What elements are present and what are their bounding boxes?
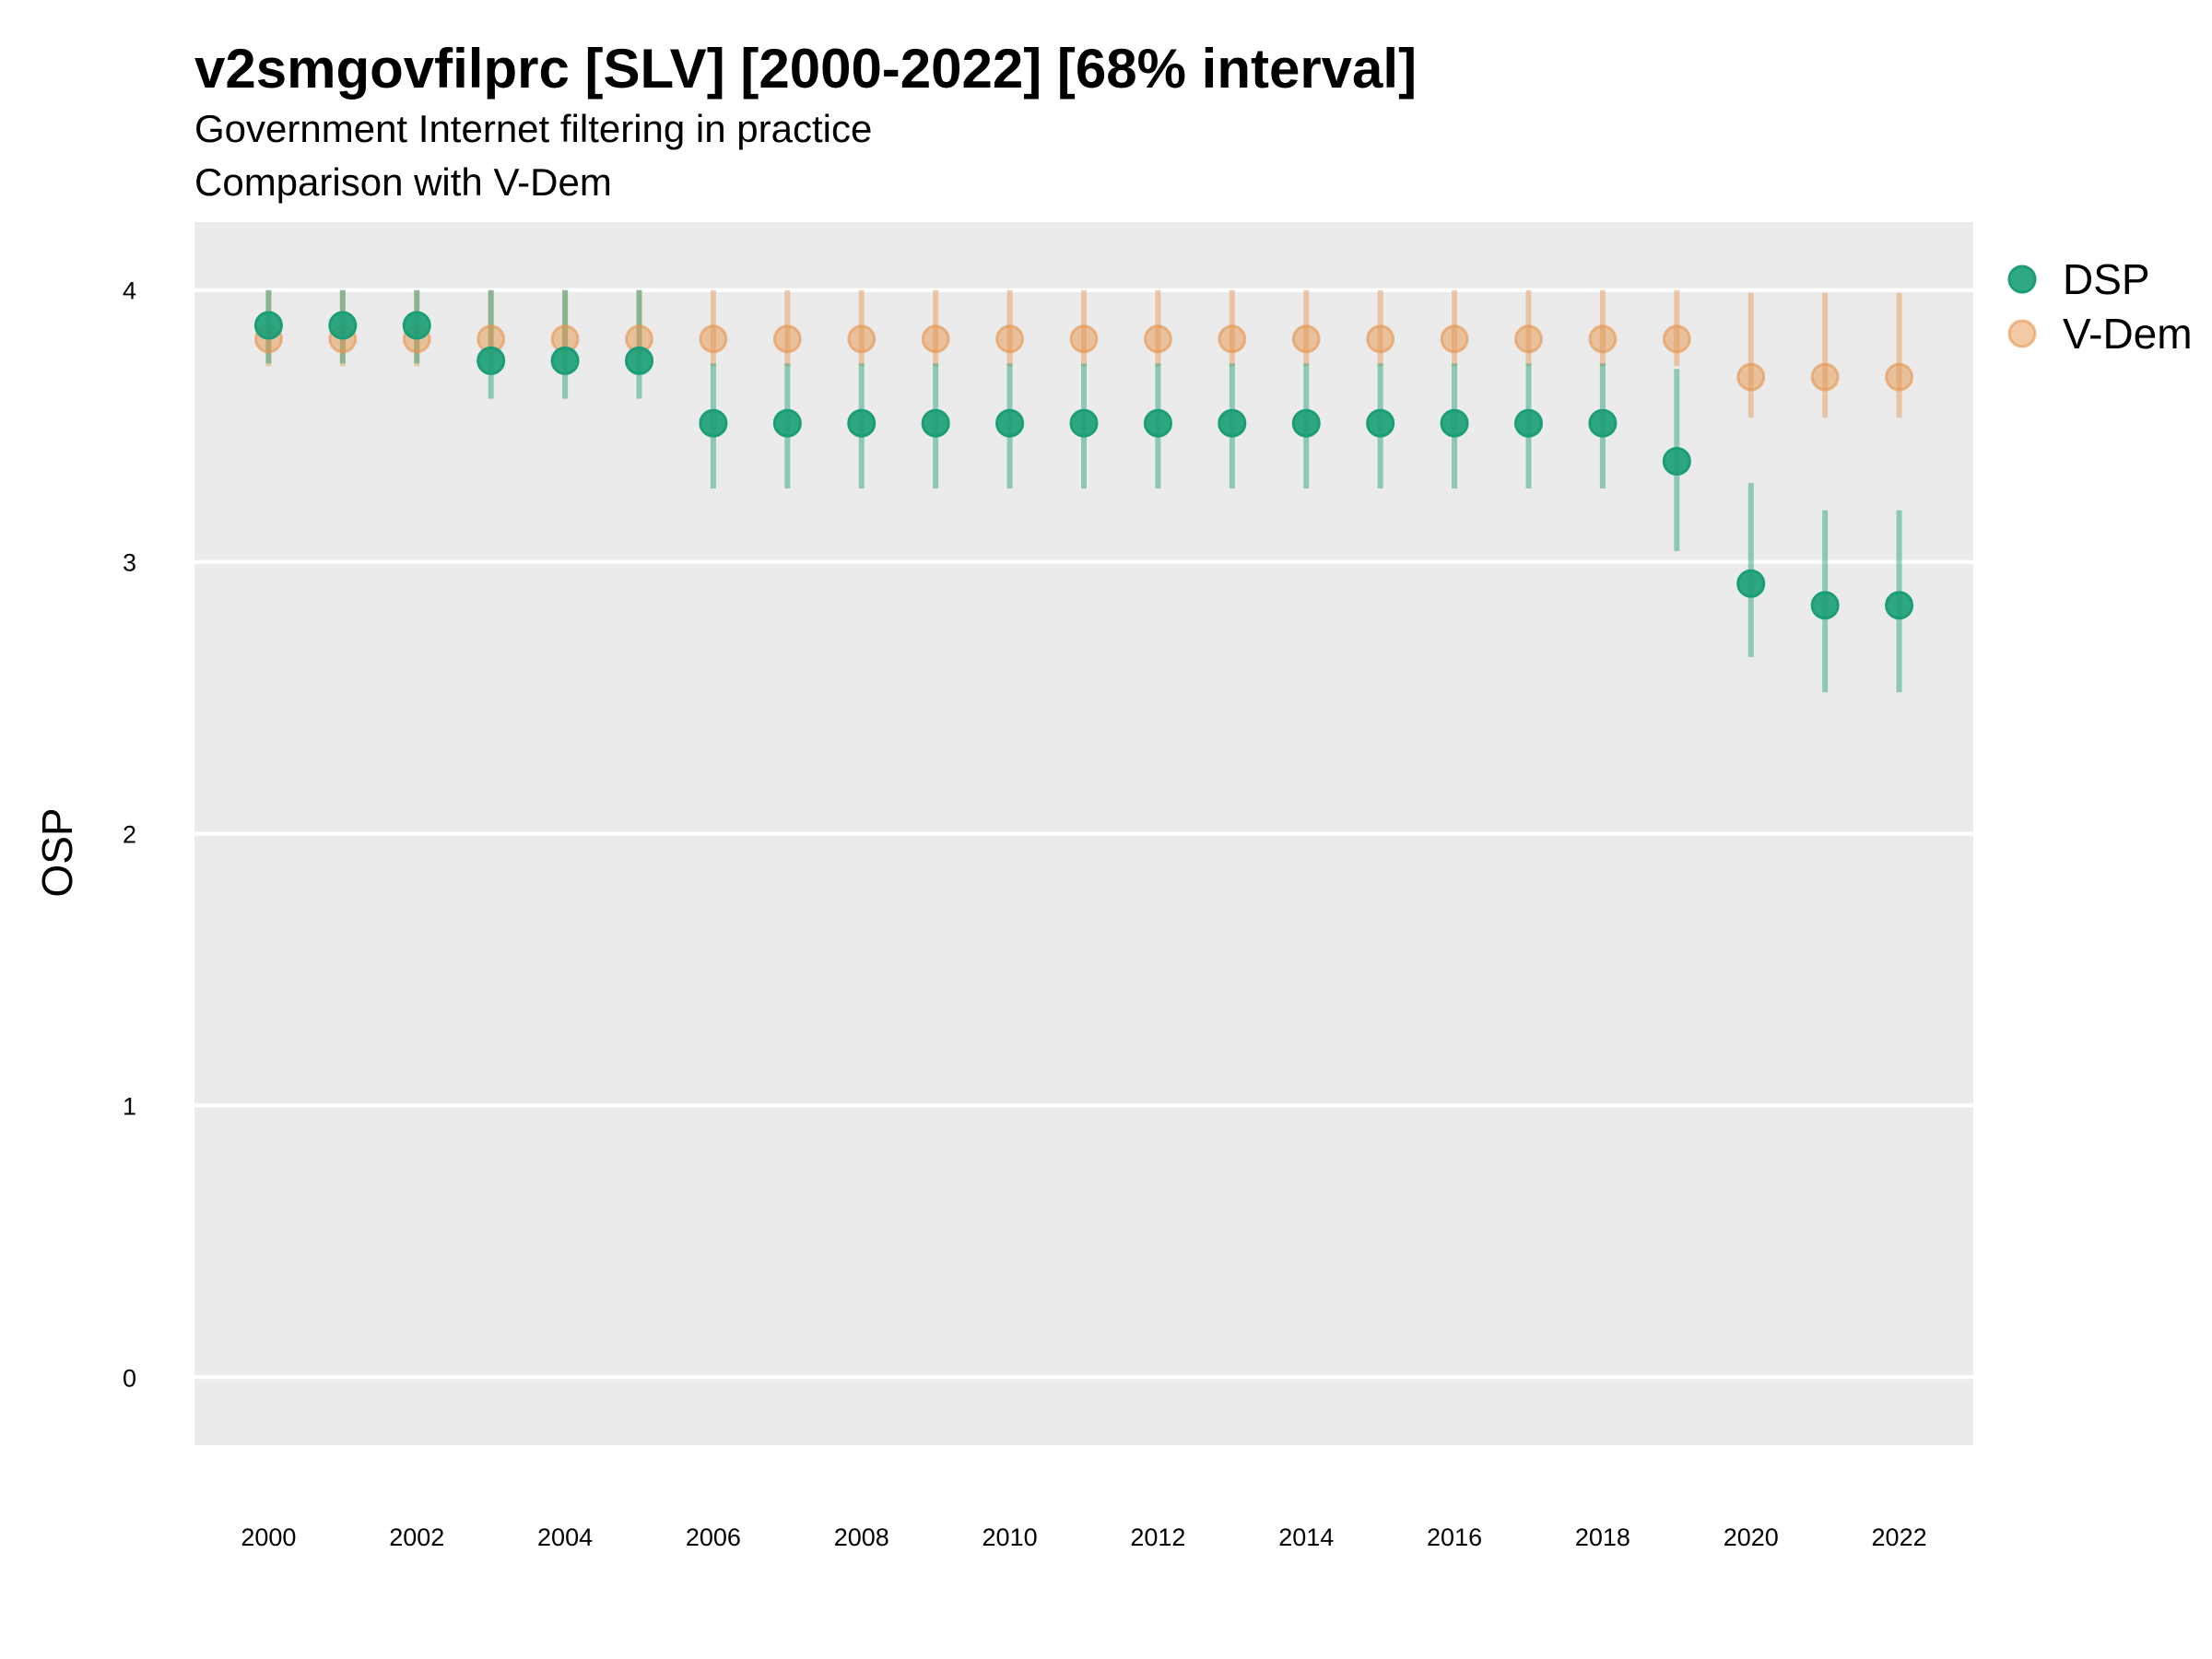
legend-swatch-dsp [2007,265,2037,294]
dsp-point-2020 [1736,569,1766,598]
v-dem-point-2012 [1143,324,1172,354]
dsp-point-2000 [253,311,283,340]
dsp-point-2011 [1069,408,1099,438]
legend-swatch-v-dem [2007,319,2037,348]
dsp-point-2016 [1440,408,1469,438]
dsp-point-2009 [921,408,950,438]
v-dem-point-2015 [1366,324,1395,354]
dsp-point-2015 [1366,408,1395,438]
x-tick-label: 2002 [389,1524,444,1551]
dsp-point-2018 [1588,408,1618,438]
dsp-point-2001 [328,311,358,340]
x-tick-label: 2000 [241,1524,296,1551]
v-dem-point-2018 [1588,324,1618,354]
v-dem-point-2008 [847,324,877,354]
dsp-point-2010 [995,408,1025,438]
legend-label-v-dem: V-Dem [2063,310,2193,358]
v-dem-point-2021 [1810,362,1840,392]
x-tick-label: 2022 [1872,1524,1927,1551]
x-tick-label: 2020 [1724,1524,1779,1551]
x-axis-ticks: 2000 2002 2004 2006 2008 2010 2012 2014 2016 2018… [241,1524,1926,1551]
dsp-point-2003 [477,346,506,375]
data-points [253,311,1914,620]
dsp-point-2007 [772,408,802,438]
y-tick-label: 3 [123,549,136,577]
chart-subtitle-line-1: Government Internet filtering in practic… [194,107,872,150]
v-dem-point-2019 [1662,324,1691,354]
x-tick-label: 2014 [1278,1524,1334,1551]
v-dem-point-2009 [921,324,950,354]
dsp-point-2013 [1218,408,1247,438]
x-tick-label: 2006 [686,1524,741,1551]
gridlines [194,288,1973,1380]
dsp-point-2012 [1143,408,1172,438]
dsp-point-2005 [625,346,653,375]
legend-label-dsp: DSP [2063,255,2150,303]
v-dem-point-2006 [699,324,728,354]
v-dem-point-2017 [1514,324,1543,354]
dsp-point-2004 [550,346,580,375]
dsp-point-2002 [402,311,431,340]
v-dem-point-2020 [1736,362,1766,392]
v-dem-point-2013 [1218,324,1247,354]
dsp-point-2019 [1662,447,1691,477]
chart-title: v2smgovfilprc [SLV] [2000-2022] [68% int… [194,38,1417,100]
x-tick-label: 2008 [834,1524,889,1551]
v-dem-point-2016 [1440,324,1469,354]
chart-subtitle-line-2: Comparison with V-Dem [194,160,612,204]
y-tick-label: 4 [123,277,136,305]
x-tick-label: 2010 [982,1524,1038,1551]
v-dem-point-2011 [1069,324,1099,354]
y-tick-label: 1 [123,1092,136,1120]
x-tick-label: 2016 [1427,1524,1482,1551]
y-axis-ticks: 0 1 2 3 4 [123,277,136,1393]
x-tick-label: 2018 [1575,1524,1630,1551]
legend: DSP V-Dem [2007,255,2193,358]
dsp-point-2017 [1514,408,1543,438]
x-tick-label: 2004 [537,1524,593,1551]
dsp-point-2008 [847,408,877,438]
dsp-point-2014 [1291,408,1321,438]
dsp-point-2006 [699,408,728,438]
y-tick-label: 2 [123,821,136,849]
v-dem-point-2007 [772,324,802,354]
v-dem-point-2022 [1885,362,1914,392]
x-tick-label: 2012 [1130,1524,1185,1551]
v-dem-point-2010 [995,324,1025,354]
y-axis-label: OSP [33,807,81,897]
y-tick-label: 0 [123,1364,136,1392]
v-dem-point-2014 [1291,324,1321,354]
dsp-point-2021 [1810,591,1840,620]
dsp-point-2022 [1885,591,1914,620]
